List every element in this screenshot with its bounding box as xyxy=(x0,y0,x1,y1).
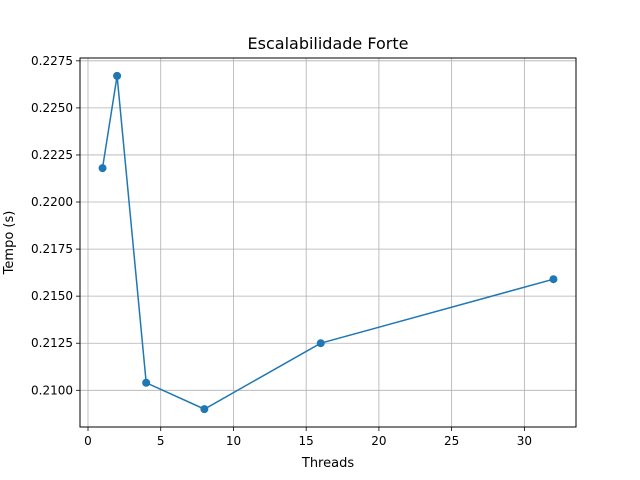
series-line xyxy=(101,75,554,410)
data-point xyxy=(142,378,151,387)
y-axis-label: Tempo (s) xyxy=(2,211,17,276)
x-tick-label: 10 xyxy=(226,434,241,448)
chart-title: Escalabilidade Forte xyxy=(248,34,409,53)
x-tick-label: 5 xyxy=(157,434,165,448)
data-point xyxy=(200,405,209,414)
x-tick-label: 30 xyxy=(517,434,532,448)
y-tick-label: 0.2200 xyxy=(31,195,73,209)
grid xyxy=(80,58,576,427)
data-point xyxy=(98,164,107,173)
y-tick-label: 0.2225 xyxy=(31,148,73,162)
y-tick-label: 0.2125 xyxy=(31,336,73,350)
y-tick-label: 0.2150 xyxy=(31,289,73,303)
x-tick-label: 25 xyxy=(444,434,459,448)
y-tick-label: 0.2250 xyxy=(31,101,73,115)
axis-ticks: 0 5 10 15 20 25 30 0.2100 0.2125 0.2150 0.2175 0.22… xyxy=(31,54,532,448)
data-point xyxy=(549,275,558,284)
x-tick-label: 0 xyxy=(84,434,92,448)
data-point xyxy=(113,71,122,80)
x-tick-label: 20 xyxy=(371,434,386,448)
x-tick-label: 15 xyxy=(299,434,314,448)
data-point xyxy=(316,339,325,348)
plot-area xyxy=(79,57,577,428)
y-tick-label: 0.2100 xyxy=(31,383,73,397)
x-axis-label: Threads xyxy=(301,456,354,471)
y-tick-label: 0.2175 xyxy=(31,242,73,256)
y-tick-label: 0.2275 xyxy=(31,54,73,68)
series-layer xyxy=(98,71,558,414)
